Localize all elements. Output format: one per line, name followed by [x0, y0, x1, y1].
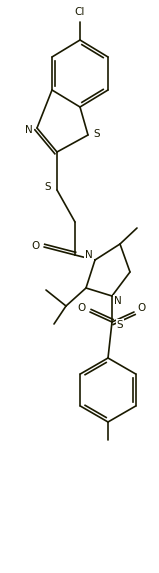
Text: Cl: Cl — [75, 7, 85, 17]
Text: O: O — [78, 303, 86, 313]
Text: N: N — [25, 125, 33, 135]
Text: N: N — [85, 250, 93, 260]
Text: N: N — [114, 296, 122, 306]
Text: S: S — [117, 320, 123, 330]
Text: O: O — [32, 241, 40, 251]
Text: O: O — [138, 303, 146, 313]
Text: S: S — [45, 182, 51, 192]
Text: S: S — [94, 129, 100, 139]
